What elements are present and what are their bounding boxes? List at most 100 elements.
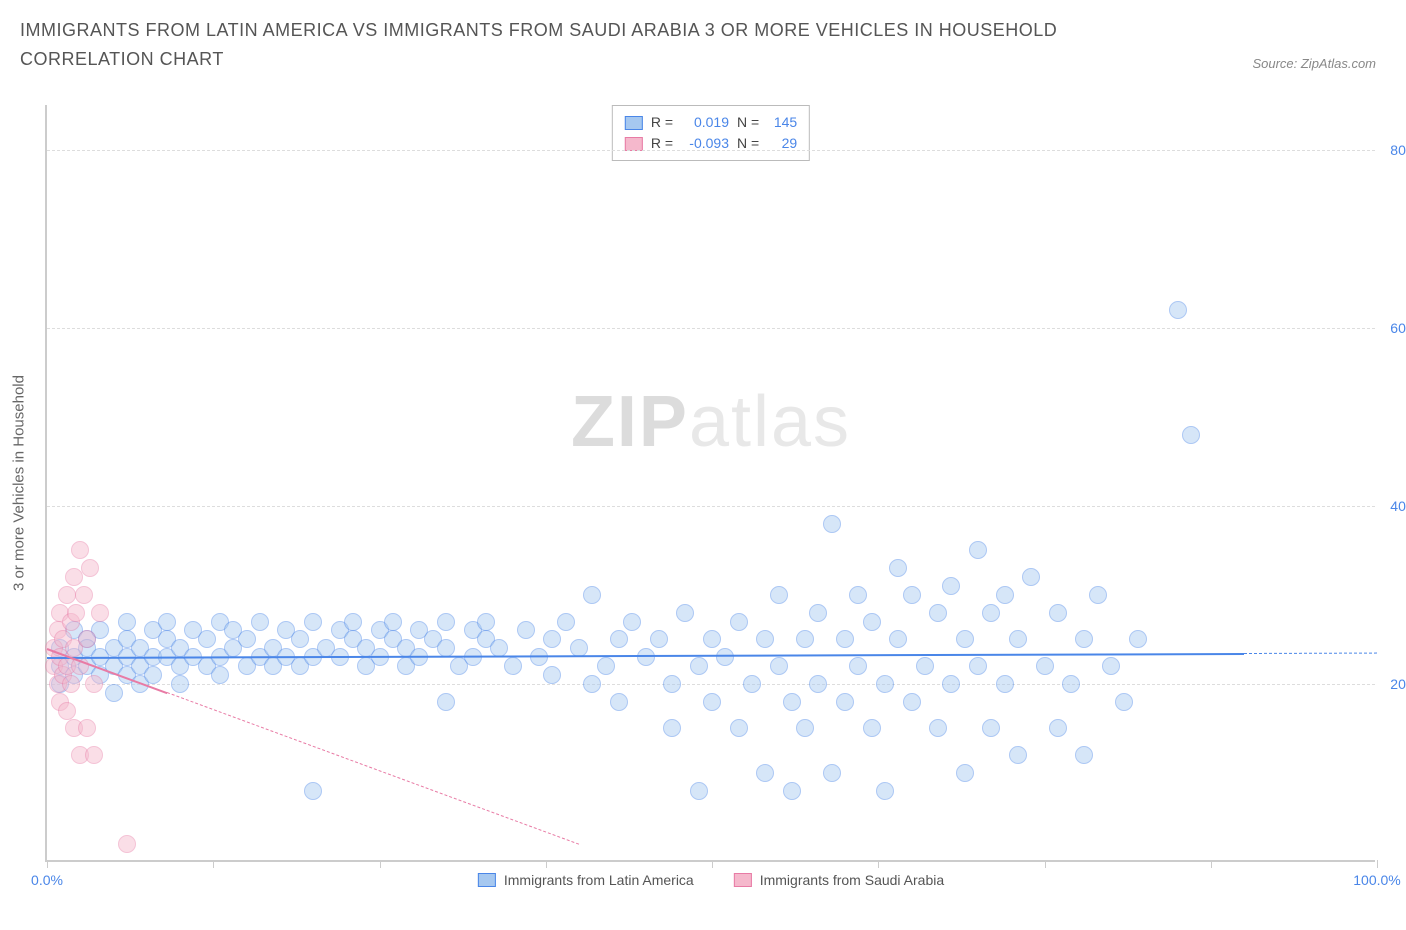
scatter-point [849,657,867,675]
scatter-point [929,719,947,737]
scatter-point [1129,630,1147,648]
scatter-point [809,604,827,622]
scatter-point [836,693,854,711]
scatter-point [1115,693,1133,711]
scatter-point [663,675,681,693]
x-tick [546,860,547,868]
scatter-point [770,586,788,604]
grid-line [47,328,1375,329]
legend-swatch-blue-2 [478,873,496,887]
scatter-point [903,586,921,604]
scatter-point [982,719,1000,737]
scatter-point [543,630,561,648]
scatter-point [1009,630,1027,648]
scatter-point [65,568,83,586]
legend-swatch-pink-2 [734,873,752,887]
x-tick [47,860,48,868]
r-label-1: R = [651,112,673,133]
scatter-point [78,630,96,648]
scatter-point [956,764,974,782]
scatter-point [291,630,309,648]
scatter-point [743,675,761,693]
scatter-point [1169,301,1187,319]
scatter-point [730,613,748,631]
scatter-point [903,693,921,711]
scatter-point [58,586,76,604]
scatter-point [956,630,974,648]
grid-line [47,684,1375,685]
x-tick [878,860,879,868]
scatter-point [823,515,841,533]
x-tick [1377,860,1378,868]
scatter-point [863,613,881,631]
scatter-point [1102,657,1120,675]
scatter-point [1036,657,1054,675]
y-tick-label: 40.0% [1380,498,1406,514]
y-tick-label: 20.0% [1380,676,1406,692]
scatter-point [929,604,947,622]
scatter-point [969,657,987,675]
legend-stats-row-1: R = 0.019 N = 145 [625,112,797,133]
scatter-point [437,639,455,657]
scatter-point [1075,630,1093,648]
scatter-point [623,613,641,631]
x-tick [1045,860,1046,868]
scatter-point [71,541,89,559]
r-value-2: -0.093 [681,133,729,154]
scatter-point [809,675,827,693]
scatter-point [437,613,455,631]
scatter-point [105,684,123,702]
chart-plot-area: 3 or more Vehicles in Household ZIPatlas… [45,105,1375,862]
scatter-point [238,630,256,648]
scatter-point [637,648,655,666]
scatter-point [504,657,522,675]
scatter-point [583,675,601,693]
grid-line [47,150,1375,151]
x-tick [380,860,381,868]
scatter-point [610,630,628,648]
legend-item-1: Immigrants from Latin America [478,872,694,888]
scatter-point [889,559,907,577]
legend-label-2: Immigrants from Saudi Arabia [760,872,944,888]
n-value-2: 29 [767,133,797,154]
n-label-1: N = [737,112,759,133]
scatter-point [942,675,960,693]
legend-swatch-blue [625,116,643,130]
chart-title: IMMIGRANTS FROM LATIN AMERICA VS IMMIGRA… [20,16,1126,74]
watermark: ZIPatlas [571,381,851,463]
legend-swatch-pink [625,137,643,151]
scatter-point [198,630,216,648]
scatter-point [823,764,841,782]
y-axis-label: 3 or more Vehicles in Household [11,375,28,591]
scatter-point [118,613,136,631]
scatter-point [663,719,681,737]
scatter-point [849,586,867,604]
legend-stats-row-2: R = -0.093 N = 29 [625,133,797,154]
scatter-point [304,613,322,631]
scatter-point [91,604,109,622]
scatter-point [796,630,814,648]
scatter-point [1049,604,1067,622]
scatter-point [650,630,668,648]
scatter-point [543,666,561,684]
scatter-point [982,604,1000,622]
scatter-point [996,586,1014,604]
r-label-2: R = [651,133,673,154]
scatter-point [969,541,987,559]
scatter-point [75,586,93,604]
scatter-point [730,719,748,737]
scatter-point [756,630,774,648]
watermark-atlas: atlas [689,382,851,462]
bottom-legend: Immigrants from Latin America Immigrants… [478,872,944,888]
grid-line [47,506,1375,507]
scatter-point [81,559,99,577]
scatter-point [477,613,495,631]
scatter-point [676,604,694,622]
scatter-point [85,746,103,764]
scatter-point [916,657,934,675]
scatter-point [1075,746,1093,764]
scatter-point [876,675,894,693]
scatter-point [996,675,1014,693]
scatter-point [703,693,721,711]
scatter-point [1182,426,1200,444]
